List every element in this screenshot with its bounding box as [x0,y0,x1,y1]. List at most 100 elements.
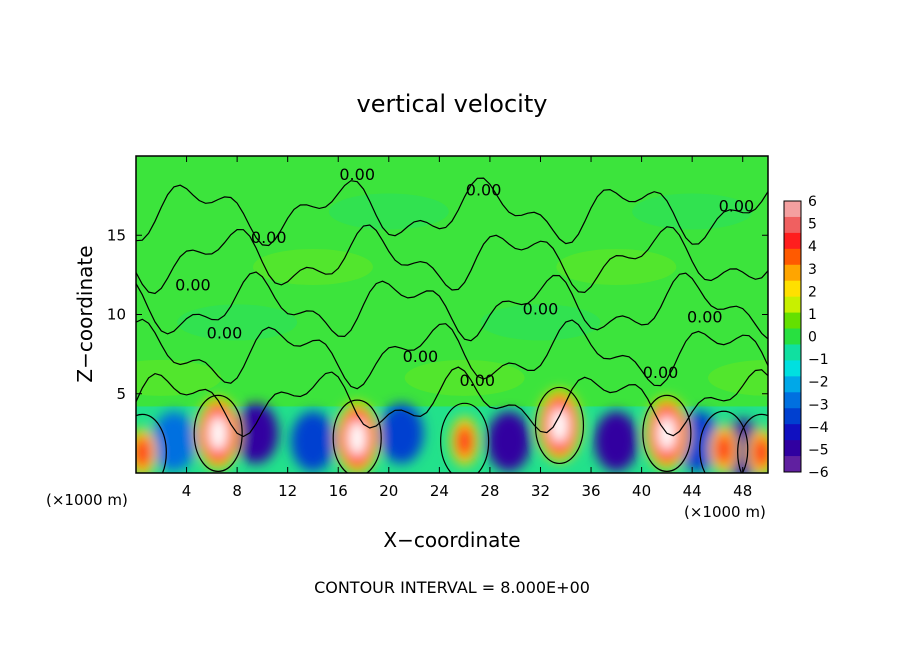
updraft-contour [440,402,490,473]
field-patch [708,359,768,396]
field-patch [480,304,601,341]
downdraft-cell [234,403,279,464]
contour-label: 0.00 [403,347,439,366]
field-patch [404,359,525,396]
colorbar-swatch [784,296,801,314]
updraft-contour [332,399,382,473]
x-tick-label: 4 [182,482,192,500]
zero-contour-line [136,366,768,438]
colorbar-swatch [784,360,801,377]
contour-label: 0.00 [466,181,502,200]
zero-contour-line [136,271,768,342]
colorbar-swatch [784,408,801,425]
colorbar-label: −3 [808,397,829,413]
contour-interval-note: CONTOUR INTERVAL = 8.000E+00 [314,578,590,597]
y-axis-ticks: 5 10 15 [107,226,768,403]
y-tick-label: 5 [116,385,126,403]
x-tick-label: 28 [480,482,499,500]
plot-area: 0.00 0.00 0.00 0.00 0.00 0.00 0.00 0.00 0.00 0.00… [136,156,768,473]
colorbar-swatch [784,248,801,266]
zero-contour-line [136,177,768,247]
downdraft-cell [290,411,335,472]
colorbar-label: 4 [808,239,817,255]
x-tick-label: 48 [733,482,752,500]
colorbar-swatch [784,328,801,345]
chart-title: vertical velocity [357,90,548,118]
updraft-cell-core [714,432,733,467]
downdraft-cell [486,411,531,472]
x-axis-ticks: 4 8 12 16 20 24 28 32 36 40 44 48 [182,156,752,500]
field-patch [328,193,449,230]
colorbar: 6 5 4 3 2 1 0 −1 −2 −3 −4 −5 −6 [783,194,829,481]
colorbar-label: −6 [808,465,829,481]
field-patch [136,359,222,396]
contour-label: 0.00 [719,196,755,215]
field-patch [177,304,298,341]
colorbar-swatch [784,216,801,234]
field-patch [632,193,753,230]
updraft-contour [193,394,243,472]
updraft-contour [699,410,749,473]
x-tick-label: 32 [531,482,550,500]
updraft-cell-peak [348,420,367,457]
velocity-cells [136,389,768,473]
colorbar-swatch [784,376,801,393]
zero-contour-line [136,318,768,390]
colorbar-label: −5 [808,442,829,458]
colorbar-swatch [784,344,801,361]
updraft-cell-core [136,435,152,470]
contour-label: 0.00 [175,276,211,295]
colorbar-label: 6 [808,194,817,210]
downdraft-cell [594,411,639,472]
colorbar-label: 3 [808,262,817,278]
updraft-contour [737,413,768,473]
colorbar-swatch [784,201,801,218]
x-tick-label: 36 [581,482,600,500]
contour-label: 0.00 [459,371,495,390]
y-tick-label: 15 [107,226,126,244]
contour-label: 0.00 [251,228,287,247]
x-tick-label: 12 [278,482,297,500]
field-patch [252,248,373,285]
x-tick-label: 8 [232,482,242,500]
downdraft-cell [151,411,196,472]
y-axis-label: Z−coordinate [73,245,97,382]
field-patch [556,248,677,285]
x-tick-label: 40 [632,482,651,500]
x-unit-left: (×1000 m) [46,491,128,509]
updraft-cell-core [455,424,474,459]
colorbar-swatch [784,312,801,330]
colorbar-label: −4 [808,420,829,436]
colorbar-swatch [784,440,801,457]
zero-contour-line [136,224,768,295]
contour-label: 0.00 [523,300,559,319]
colorbar-label: 0 [808,330,817,346]
colorbar-swatch [784,424,801,441]
contour-label: 0.00 [687,307,723,326]
colorbar-swatch [784,280,801,298]
x-tick-label: 16 [329,482,348,500]
contour-label: 0.00 [339,165,375,184]
updraft-contour [136,413,167,473]
x-tick-label: 20 [379,482,398,500]
x-tick-label: 44 [683,482,702,500]
x-unit-right: (×1000 m) [684,503,766,521]
x-tick-label: 24 [430,482,449,500]
contour-label: 0.00 [643,363,679,382]
colorbar-label: −1 [808,352,829,368]
colorbar-swatch [784,392,801,409]
colorbar-label: 5 [808,217,817,233]
colorbar-label: 2 [808,284,817,300]
y-tick-label: 10 [107,306,126,324]
colorbar-frame [783,200,802,473]
downdraft-cell [379,403,424,464]
updraft-contour [642,394,692,472]
x-axis-label: X−coordinate [383,528,520,552]
colorbar-swatch [784,264,801,282]
contour-labels: 0.00 0.00 0.00 0.00 0.00 0.00 0.00 0.00 0.00 0.00… [175,165,754,390]
colorbar-swatch [784,232,801,250]
updraft-contour [534,386,585,465]
colorbar-swatch [784,456,801,473]
colorbar-label: 1 [808,307,817,323]
